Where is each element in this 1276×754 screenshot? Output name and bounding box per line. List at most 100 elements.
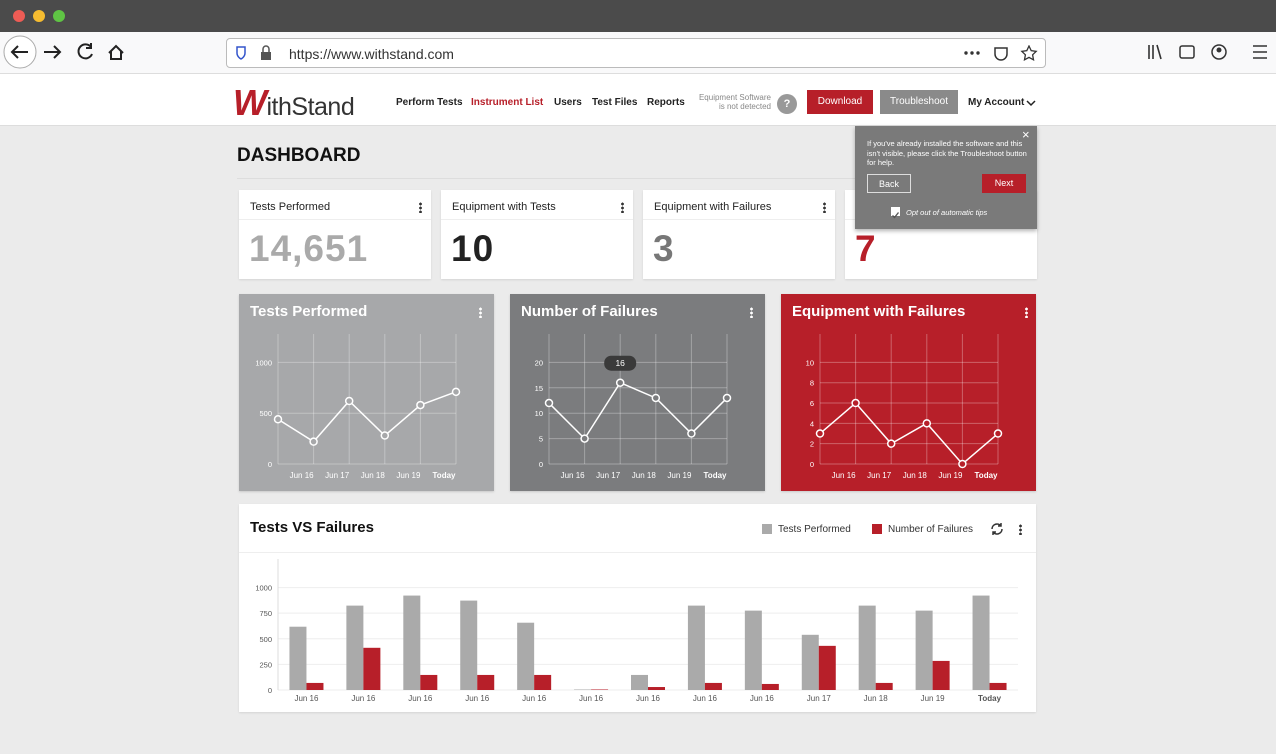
- account-menu[interactable]: My Account: [968, 97, 1025, 108]
- x-tick-label: Jun 19: [921, 694, 946, 703]
- forward-button[interactable]: [44, 45, 62, 59]
- nav-link[interactable]: Test Files: [592, 97, 638, 108]
- data-point: [687, 429, 696, 438]
- refresh-button[interactable]: [990, 522, 1004, 536]
- chart-menu[interactable]: [750, 307, 753, 318]
- chart-menu[interactable]: [1019, 524, 1022, 535]
- close-window[interactable]: [13, 10, 25, 22]
- data-point: [722, 393, 732, 403]
- line-chart: Number of Failures Jun 16 Jun 17 Jun 18 Jun …: [521, 303, 732, 480]
- library-button[interactable]: [1148, 44, 1162, 60]
- card-value: 14,651: [249, 228, 369, 269]
- x-tick-label: Jun 18: [632, 471, 657, 480]
- minimize-window[interactable]: [33, 10, 45, 22]
- stat-card: Equipment with Failures 3: [643, 190, 835, 279]
- bar: [591, 689, 609, 690]
- bar: [534, 674, 552, 690]
- y-tick-label: 10: [806, 358, 814, 367]
- bar: [972, 595, 990, 690]
- nav-link[interactable]: Instrument List: [471, 97, 544, 108]
- x-tick-label: Jun 19: [667, 471, 692, 480]
- close-tip[interactable]: ×: [1022, 127, 1030, 142]
- card-value: 7: [855, 228, 877, 269]
- x-tick-label: Jun 16: [408, 694, 433, 703]
- bar: [420, 674, 438, 690]
- data-line: [819, 401, 999, 466]
- page-title: DASHBOARD: [237, 145, 361, 166]
- chevron: [1026, 100, 1036, 107]
- x-tick-label: Jun 17: [807, 694, 832, 703]
- bar: [648, 687, 665, 690]
- bar: [915, 610, 933, 690]
- account-button[interactable]: [1211, 44, 1227, 60]
- bar-chart-panel: Tests VS Failures Tests Performed Number…: [239, 504, 1036, 712]
- card-menu[interactable]: [419, 202, 422, 213]
- card-menu[interactable]: [621, 202, 624, 213]
- x-tick-label: Jun 18: [864, 694, 889, 703]
- card-menu[interactable]: [823, 202, 826, 213]
- help-button[interactable]: ?: [777, 94, 797, 114]
- chart-menu[interactable]: [1025, 307, 1028, 318]
- back-icon: [10, 45, 28, 59]
- chart-panel: Number of Failures Jun 16 Jun 17 Jun 18 Jun …: [510, 294, 765, 491]
- card-title: Equipment with Tests: [452, 201, 556, 213]
- home-button[interactable]: [108, 44, 124, 60]
- menu-button[interactable]: [1253, 45, 1267, 59]
- maximize-window[interactable]: [53, 10, 65, 22]
- nav-link[interactable]: Perform Tests: [396, 97, 463, 108]
- opt-out-checkbox[interactable]: [891, 207, 900, 219]
- bar: [875, 682, 893, 690]
- nav-icons: [3, 35, 124, 69]
- x-tick-label: Jun 16: [351, 694, 376, 703]
- x-tick-label: Today: [975, 471, 999, 480]
- bar: [801, 634, 819, 690]
- bar: [403, 595, 421, 690]
- card-value: 10: [451, 228, 495, 269]
- address-bar[interactable]: https://www.withstand.com: [226, 38, 1046, 68]
- bar: [460, 600, 478, 690]
- nav-link[interactable]: Reports: [647, 97, 685, 108]
- chart-title: Tests Performed: [250, 303, 367, 320]
- bar: [687, 605, 705, 690]
- x-tick-label: Jun 16: [290, 471, 315, 480]
- next-button[interactable]: Next: [982, 174, 1026, 193]
- separator: [239, 552, 1036, 553]
- tip-popup: × If you've already installed the softwa…: [855, 126, 1037, 229]
- data-point: [544, 398, 554, 408]
- data-point: [922, 419, 932, 428]
- legend-label[interactable]: Tests Performed: [778, 524, 851, 535]
- nav-link[interactable]: Users: [554, 97, 582, 108]
- bookmark-button[interactable]: [1020, 45, 1038, 61]
- x-tick-label: Jun 16: [465, 694, 490, 703]
- legend-swatch: [872, 524, 882, 534]
- bar: [631, 674, 648, 690]
- software-status: Equipment Software is not detected: [699, 93, 771, 111]
- x-tick-label: Jun 16: [561, 471, 586, 480]
- y-tick-label: 8: [810, 379, 814, 388]
- legend-label[interactable]: Number of Failures: [888, 524, 974, 535]
- y-tick-label: 0: [268, 460, 272, 469]
- sidebar-button[interactable]: [1179, 45, 1195, 59]
- download-button[interactable]: Download: [807, 90, 873, 114]
- data-point: [580, 434, 589, 443]
- x-tick-label: Jun 16: [579, 694, 604, 703]
- bar: [858, 605, 876, 690]
- troubleshoot-button[interactable]: Troubleshoot: [880, 90, 958, 114]
- chart-title: Number of Failures: [521, 303, 658, 320]
- data-point: [344, 396, 354, 406]
- pocket-button[interactable]: [994, 47, 1008, 61]
- reload-button[interactable]: [77, 43, 93, 60]
- chart-menu[interactable]: [479, 307, 482, 318]
- x-tick-label: Jun 16: [832, 471, 857, 480]
- x-tick-label: Today: [704, 471, 728, 480]
- x-tick-label: Jun 18: [361, 471, 386, 480]
- data-point: [886, 439, 896, 448]
- separator: [643, 219, 835, 220]
- y-tick-label: 5: [539, 435, 543, 444]
- bar: [289, 626, 307, 690]
- opt-out-label[interactable]: Opt out of automatic tips: [906, 208, 988, 217]
- logo[interactable]: WithStand: [233, 82, 355, 123]
- y-tick-label: 500: [259, 635, 272, 644]
- tooltip-value: 16: [615, 358, 625, 368]
- back-button[interactable]: Back: [867, 174, 911, 193]
